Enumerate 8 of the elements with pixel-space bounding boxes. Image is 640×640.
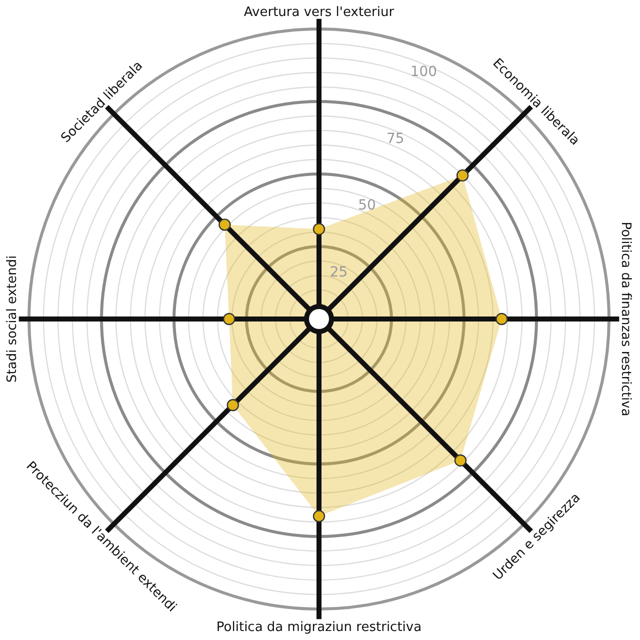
spoke-label: Politica da migraziun restrictiva [216,620,422,635]
y-tick-label: 50 [358,198,376,214]
spoke-label: Avertura vers l'exteriur [244,4,395,20]
y-tick-label: 25 [330,264,348,280]
spoke-label: Stadi social extendi [4,255,20,383]
y-tick-label: 75 [386,130,404,147]
spoke-label: Politica da finanzas restrictiva [618,222,634,416]
y-tick-label: 100 [410,64,438,80]
